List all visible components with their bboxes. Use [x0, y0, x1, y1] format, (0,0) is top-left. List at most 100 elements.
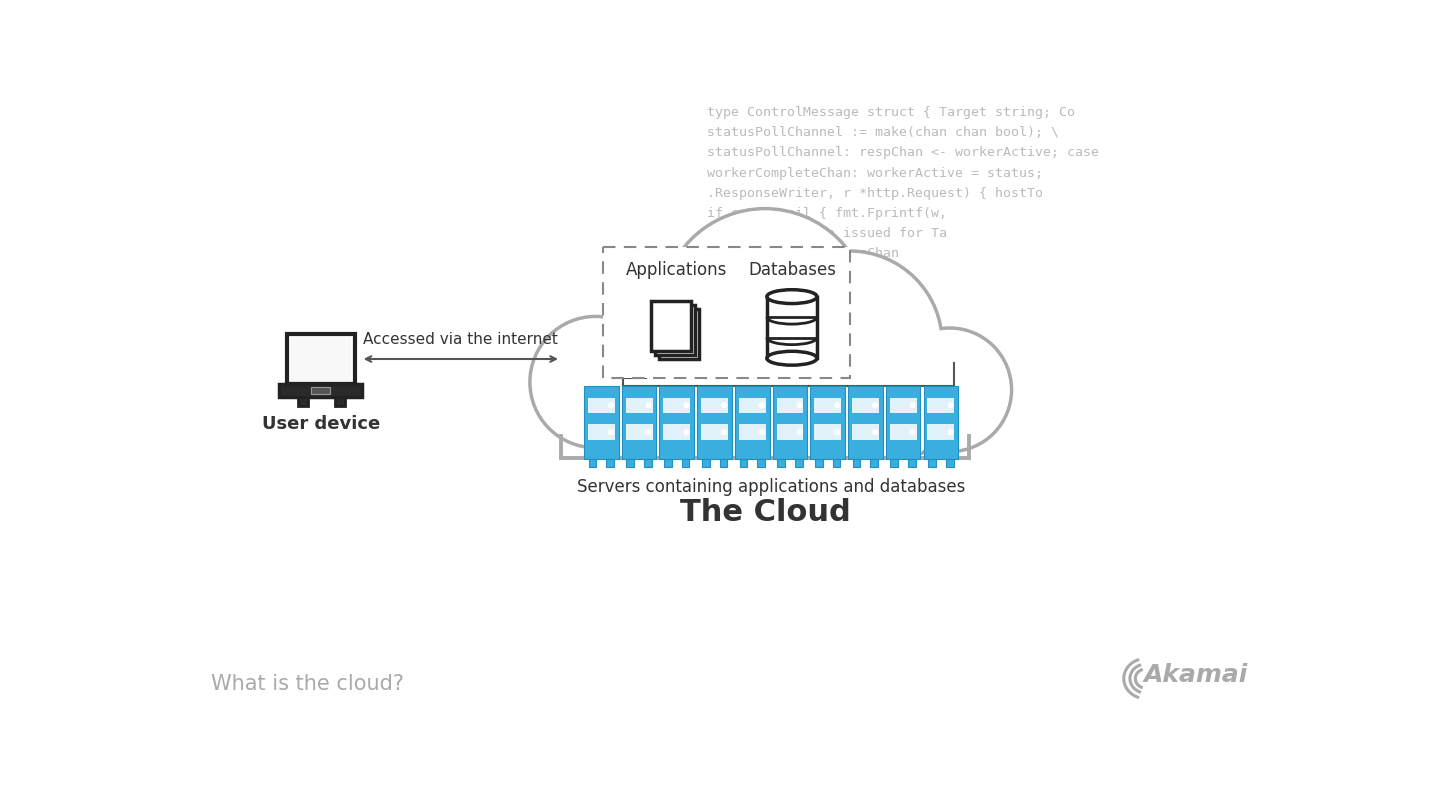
Text: ':1337', nil)); };pa: ':1337', nil)); };pa	[707, 287, 867, 300]
Circle shape	[530, 317, 661, 448]
Circle shape	[796, 429, 802, 435]
Circle shape	[600, 272, 759, 431]
Circle shape	[890, 330, 1009, 450]
Text: fmt.Fra: fmt.Fra	[707, 407, 763, 420]
Text: fmt.Fprintf(w, "ACTIVE": fmt.Fprintf(w, "ACTIVE"	[707, 266, 891, 279]
Circle shape	[812, 330, 948, 465]
Circle shape	[834, 429, 841, 435]
Circle shape	[585, 324, 730, 471]
Text: Servers containing applications and databases: Servers containing applications and data…	[577, 479, 965, 497]
Bar	[655, 305, 696, 355]
Circle shape	[662, 211, 867, 416]
Bar	[870, 459, 878, 467]
Bar	[757, 459, 765, 467]
Bar	[852, 459, 861, 467]
Circle shape	[721, 429, 727, 435]
Bar	[890, 424, 917, 440]
Bar	[832, 459, 841, 467]
Bar	[298, 397, 308, 406]
Text: case msg :=: case msg :=	[707, 347, 795, 360]
Circle shape	[608, 429, 613, 435]
Ellipse shape	[768, 352, 816, 365]
Bar	[720, 459, 727, 467]
Circle shape	[759, 253, 940, 434]
Text: func admini: func admini	[707, 367, 795, 380]
Bar	[660, 386, 694, 459]
Bar	[814, 424, 841, 440]
Circle shape	[759, 402, 765, 408]
Bar	[606, 459, 613, 467]
Text: statusPollChannel: respChan <- workerActive; case: statusPollChannel: respChan <- workerAct…	[707, 147, 1099, 160]
Bar	[768, 296, 816, 358]
Circle shape	[948, 402, 953, 408]
Bar	[664, 398, 690, 413]
Bar	[664, 424, 690, 440]
Text: User device: User device	[262, 416, 380, 433]
Circle shape	[910, 429, 916, 435]
Bar	[739, 424, 766, 440]
Bar	[626, 459, 634, 467]
Circle shape	[661, 209, 868, 417]
Text: type ControlMessage struct { Target string; Co: type ControlMessage struct { Target stri…	[707, 106, 1076, 119]
Bar	[697, 386, 732, 459]
Bar	[701, 398, 729, 413]
Bar	[311, 386, 330, 394]
Circle shape	[608, 402, 613, 408]
Circle shape	[684, 429, 690, 435]
Bar	[588, 424, 615, 440]
Circle shape	[645, 429, 652, 435]
Bar	[279, 385, 363, 397]
Bar	[622, 386, 657, 459]
Bar	[287, 334, 354, 385]
Circle shape	[910, 402, 916, 408]
Circle shape	[873, 402, 878, 408]
Bar	[811, 386, 845, 459]
Bar	[776, 398, 804, 413]
Bar	[603, 247, 850, 378]
Circle shape	[677, 317, 854, 494]
Text: .tickChan: .tickChan	[707, 386, 779, 399]
Bar	[852, 424, 878, 440]
Circle shape	[873, 429, 878, 435]
Text: n bool): workerAct: n bool): workerAct	[707, 326, 851, 339]
Bar	[815, 459, 822, 467]
Bar	[664, 459, 672, 467]
Circle shape	[796, 402, 802, 408]
Text: Accessed via the internet: Accessed via the internet	[363, 331, 559, 347]
Circle shape	[948, 429, 953, 435]
Bar	[526, 455, 1004, 501]
Text: .ResponseWriter, r *http.Request) { hostTo: .ResponseWriter, r *http.Request) { host…	[707, 186, 1043, 199]
Circle shape	[599, 271, 762, 433]
Bar	[848, 386, 883, 459]
Bar	[776, 424, 804, 440]
Text: The Cloud: The Cloud	[680, 497, 851, 526]
Bar	[681, 459, 690, 467]
Circle shape	[757, 251, 942, 436]
Bar	[588, 398, 615, 413]
Ellipse shape	[768, 290, 816, 304]
Bar	[890, 459, 899, 467]
Text: 'Control message issued for Ta: 'Control message issued for Ta	[707, 227, 948, 240]
Text: statusPollChannel := make(chan chan bool); \: statusPollChannel := make(chan chan bool…	[707, 126, 1060, 139]
Text: Akamai: Akamai	[1143, 663, 1248, 687]
Circle shape	[811, 328, 950, 467]
Bar	[701, 424, 729, 440]
Circle shape	[586, 326, 729, 469]
Circle shape	[684, 402, 690, 408]
Bar	[814, 398, 841, 413]
Bar	[625, 424, 652, 440]
Bar	[625, 398, 652, 413]
Bar	[927, 424, 955, 440]
Bar	[886, 386, 920, 459]
Bar	[644, 459, 652, 467]
Bar	[541, 297, 988, 467]
Bar	[923, 386, 958, 459]
Bar	[334, 397, 346, 406]
Bar	[946, 459, 953, 467]
Circle shape	[531, 318, 660, 446]
Bar	[734, 386, 769, 459]
Text: workerCompleteChan: workerActive = status;: workerCompleteChan: workerActive = statu…	[707, 167, 1043, 180]
Bar	[701, 459, 710, 467]
Circle shape	[888, 328, 1011, 451]
Bar	[651, 301, 691, 352]
